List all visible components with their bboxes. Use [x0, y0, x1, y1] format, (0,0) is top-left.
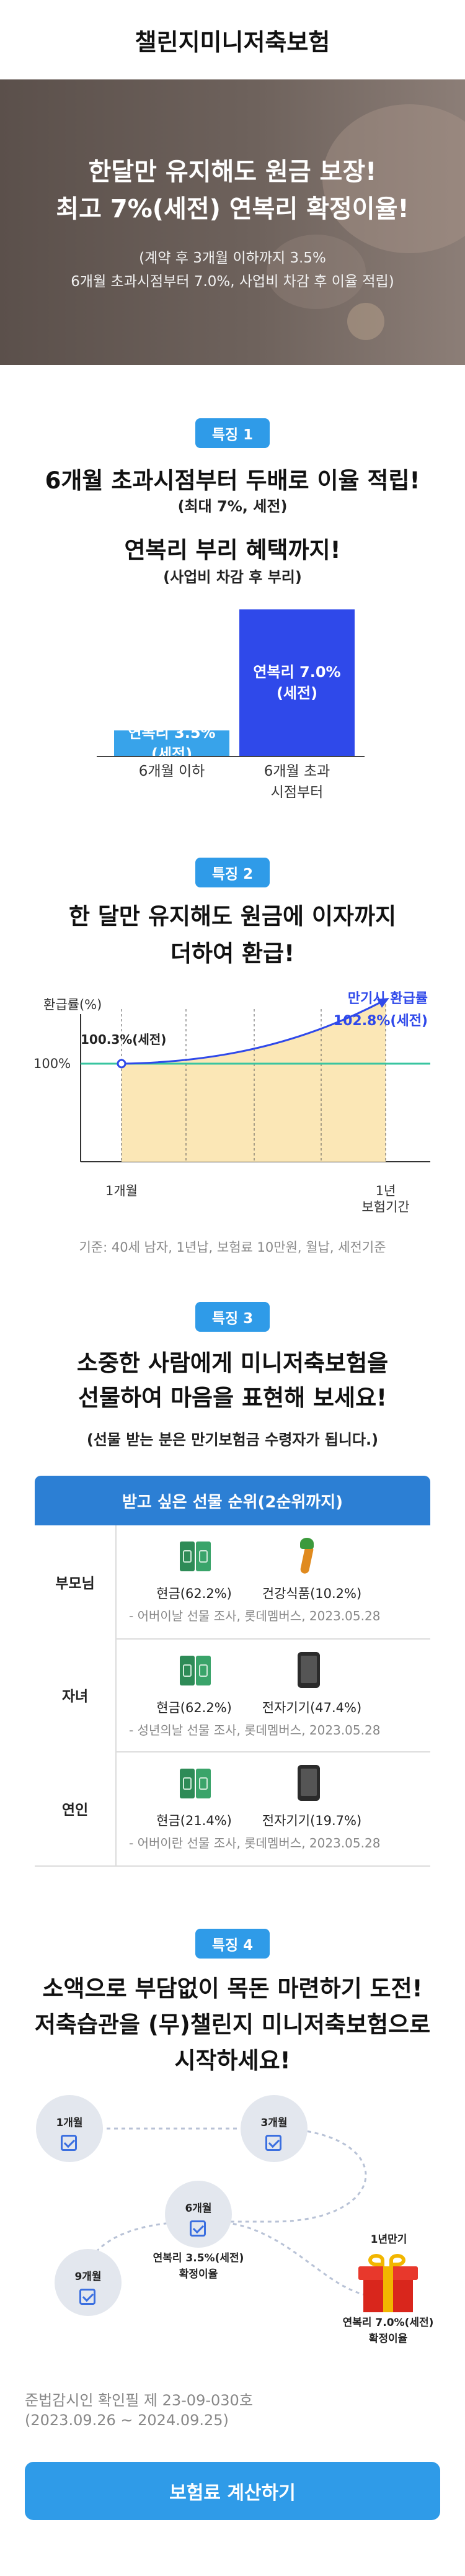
- feature-1-subtitle-2: (사업비 차감 후 부리): [163, 568, 302, 586]
- feature-4-badge: 특징 4: [195, 1929, 270, 1959]
- gift-row-partner: 연인 현금(21.4%) 전자기기(19.7%) - 어버이란 선물 조사, 롯…: [35, 1751, 430, 1867]
- x-end-label: 1년: [376, 1183, 396, 1198]
- feature-3-badge: 특징 3: [195, 1302, 270, 1332]
- gift-source: - 어버이란 선물 조사, 롯데멤버스, 2023.05.28: [129, 1836, 381, 1851]
- refund-curve: [121, 1000, 383, 1065]
- coin-image: [347, 303, 384, 340]
- path-line: [210, 2220, 373, 2297]
- step-3-months: [241, 2095, 308, 2162]
- hero-subtext-2: 6개월 초과시점부터 7.0%, 사업비 차감 후 이율 적립): [71, 274, 394, 290]
- rate-bar-6-months: 연복리 3.5% (세전): [114, 724, 229, 763]
- phone-icon: [298, 1652, 320, 1688]
- check-icon: [190, 2220, 206, 2237]
- end-value-label: 102.8%(세전): [334, 1013, 428, 1029]
- feature-1-badge: 특징 1: [195, 418, 270, 448]
- hero-subtext-1: (계약 후 3개월 이하까지 3.5%: [139, 250, 326, 266]
- chart-y-reference: 100%: [33, 1056, 71, 1071]
- approval-period: (2023.09.26 ~ 2024.09.25): [25, 2412, 229, 2429]
- page-title: 챌린지미니저축보험: [135, 28, 330, 56]
- ginseng-icon: [294, 1538, 319, 1576]
- step-1-month: [36, 2095, 103, 2162]
- step-label: 6개월: [185, 2202, 212, 2215]
- hero-headline-1: 한달만 유지해도 원금 보장!: [88, 158, 377, 186]
- gift-box-icon: [356, 2250, 420, 2312]
- chart-basis-note: 기준: 40세 남자, 1년납, 보험료 10만원, 월납, 세전기준: [79, 1240, 386, 1255]
- feature-2-title-2: 더하여 환급!: [170, 940, 294, 967]
- gift-item-2: 전자기기(47.4%): [262, 1700, 362, 1715]
- start-point: [117, 1059, 126, 1069]
- feature-3-subtitle: (선물 받는 분은 만기보험금 수령자가 됩니다.): [86, 1431, 379, 1448]
- bar-sublabel: (세전): [151, 745, 193, 763]
- cash-icon: [177, 1766, 212, 1801]
- step-6-months: [165, 2181, 232, 2248]
- check-icon: [61, 2135, 77, 2151]
- step-label: 9개월: [74, 2271, 102, 2283]
- bar-chart-axis: [97, 756, 365, 757]
- gift-item-1: 현금(62.2%): [156, 1586, 232, 1601]
- gift-row-label: 연인: [35, 1751, 117, 1865]
- phone-icon: [298, 1765, 320, 1801]
- gift-item-1: 현금(21.4%): [156, 1813, 232, 1828]
- step-6-note: 연복리 3.5%(세전) 확정이율: [133, 2250, 264, 2282]
- gift-item-1: 현금(62.2%): [156, 1700, 232, 1715]
- feature-1-subtitle: (최대 7%, 세전): [177, 498, 288, 515]
- hero-decoration: [267, 235, 366, 309]
- gift-row-label: 자녀: [35, 1638, 117, 1751]
- feature-3-title-1: 소중한 사람에게 미니저축보험을: [76, 1350, 389, 1376]
- feature-3-title-2: 선물하여 마음을 표현해 보세요!: [78, 1384, 388, 1411]
- feature-1-title: 6개월 초과시점부터 두배로 이율 적립!: [45, 467, 420, 494]
- bar-axis-line: 시점부터: [270, 784, 324, 801]
- calculate-premium-button[interactable]: 보험료 계산하기: [25, 2462, 440, 2520]
- feature-1-title-2: 연복리 부리 혜택까지!: [124, 537, 341, 563]
- approval-number: 준법감시인 확인필 제 23-09-030호: [25, 2392, 253, 2409]
- hero-banner: 한달만 유지해도 원금 보장! 최고 7%(세전) 연복리 확정이율! (계약 …: [0, 79, 465, 365]
- note-line: 연복리 3.5%(세전): [153, 2252, 244, 2264]
- cash-icon: [177, 1653, 212, 1688]
- gift-item-2: 전자기기(19.7%): [262, 1813, 362, 1828]
- maturity-label: 1년만기: [370, 2233, 407, 2246]
- gift-source: - 성년의날 선물 조사, 롯데멤버스, 2023.05.28: [129, 1723, 381, 1738]
- step-label: 1개월: [56, 2117, 83, 2129]
- bar-axis-line: 6개월 초과: [264, 763, 330, 779]
- step-label: 3개월: [260, 2117, 288, 2129]
- gift-row-children: 자녀 현금(62.2%) 전자기기(47.4%) - 성년의날 선물 조사, 롯…: [35, 1638, 430, 1752]
- hero-headline-2: 최고 7%(세전) 연복리 확정이율!: [56, 195, 409, 223]
- note-line: 확정이율: [179, 2268, 218, 2281]
- feature-2-badge: 특징 2: [195, 858, 270, 887]
- maturity-note: 연복리 7.0%(세전) 확정이율: [322, 2315, 454, 2347]
- gift-item-2: 건강식품(10.2%): [262, 1586, 362, 1601]
- piggy-bank-image: [322, 104, 465, 253]
- bar-sublabel: (세전): [276, 684, 318, 702]
- cash-icon: [177, 1539, 212, 1574]
- feature-2-title-1: 한 달만 유지해도 원금에 이자까지: [68, 903, 397, 930]
- feature-4-title-3: 시작하세요!: [174, 2047, 291, 2074]
- feature-4-title-1: 소액으로 부담없이 목돈 마련하기 도전!: [42, 1975, 423, 2002]
- check-icon: [79, 2289, 95, 2305]
- start-value-label: 100.3%(세전): [81, 1032, 166, 1047]
- refund-rate-chart: 환급률(%) 100% 100.3%(세전) 만기시 환급률 102.8%(세전…: [33, 991, 430, 1214]
- bar-axis-label-1: 6개월 이하: [138, 763, 205, 779]
- check-icon: [265, 2135, 281, 2151]
- feature-4-title-2: 저축습관을 (무)챌린지 미니저축보험으로: [34, 2011, 431, 2038]
- bar-label: 연복리 3.5%: [128, 724, 216, 742]
- x-start-label: 1개월: [105, 1183, 138, 1198]
- curve-arrow-icon: [377, 998, 389, 1008]
- gift-row-label: 부모님: [35, 1525, 117, 1638]
- gift-source: - 어버이날 선물 조사, 롯데멤버스, 2023.05.28: [129, 1609, 381, 1623]
- rate-bar-after-6-months: 연복리 7.0% (세전): [239, 609, 355, 756]
- refund-area: [122, 999, 386, 1162]
- note-line: 확정이율: [368, 2333, 408, 2345]
- end-title-label: 만기시 환급률: [348, 991, 428, 1007]
- bar-label: 연복리 7.0%: [253, 663, 341, 681]
- step-9-months: [55, 2249, 122, 2316]
- note-line: 연복리 7.0%(세전): [342, 2317, 434, 2329]
- gift-ranking-table-header: 받고 싶은 선물 순위(2순위까지): [35, 1476, 430, 1525]
- gift-row-parents: 부모님 현금(62.2%) 건강식품(10.2%) - 어버이날 선물 조사, …: [35, 1525, 430, 1640]
- chart-ylabel: 환급률(%): [43, 997, 102, 1012]
- x-end-sublabel: 보험기간: [361, 1200, 409, 1214]
